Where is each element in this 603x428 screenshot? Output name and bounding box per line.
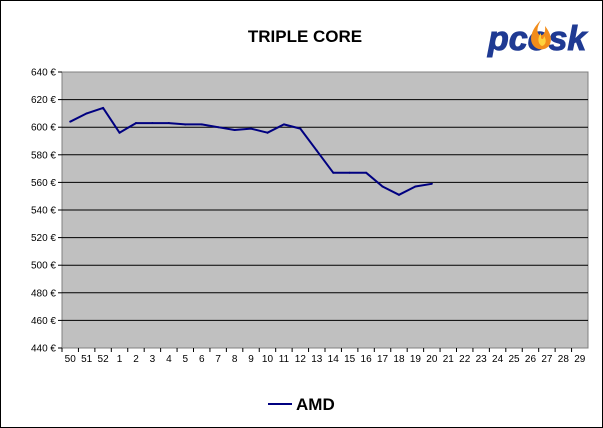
data-point — [184, 123, 187, 126]
y-tick-label: 540 € — [31, 206, 56, 217]
data-point — [151, 122, 154, 125]
chart-title: TRIPLE CORE — [248, 27, 362, 46]
x-tick-label: 4 — [166, 354, 172, 365]
x-tick-label: 3 — [150, 354, 156, 365]
data-point — [397, 193, 400, 196]
flame-icon — [531, 20, 551, 50]
x-tick-label: 18 — [393, 354, 405, 365]
data-point — [167, 122, 170, 125]
x-tick-label: 17 — [377, 354, 389, 365]
x-tick-label: 9 — [248, 354, 254, 365]
legend-label-amd: AMD — [296, 395, 335, 414]
x-tick-label: 7 — [215, 354, 221, 365]
x-axis-ticks: 50 51 52 1 2 3 4 5 6 7 8 9 10 11 12 13 14 15 16 17 18 19 20 21 2… — [61, 348, 586, 365]
y-tick-label: 580 € — [31, 150, 56, 161]
data-point — [85, 112, 88, 115]
x-tick-label: 8 — [232, 354, 238, 365]
data-point — [332, 171, 335, 174]
data-point — [233, 128, 236, 131]
y-tick-label: 600 € — [31, 123, 56, 134]
data-point — [102, 106, 105, 109]
x-tick-label: 16 — [361, 354, 373, 365]
x-tick-label: 28 — [558, 354, 570, 365]
data-point — [69, 120, 72, 123]
x-tick-label: 21 — [443, 354, 455, 365]
site-logo: pcosk — [487, 20, 589, 59]
y-axis-ticks: 640 € 620 € 600 € 580 € 560 € 540 € 520 € 500 €… — [31, 68, 62, 355]
data-point — [266, 131, 269, 134]
data-point — [250, 127, 253, 130]
x-tick-label: 12 — [295, 354, 307, 365]
data-point — [365, 171, 368, 174]
y-tick-label: 460 € — [31, 316, 56, 327]
x-tick-label: 23 — [476, 354, 488, 365]
x-tick-label: 20 — [426, 354, 438, 365]
y-tick-label: 480 € — [31, 288, 56, 299]
series-layer — [69, 106, 433, 196]
x-tick-label: 5 — [183, 354, 189, 365]
x-tick-label: 13 — [311, 354, 323, 365]
data-point — [299, 127, 302, 130]
x-tick-label: 10 — [262, 354, 274, 365]
gridlines — [62, 99, 588, 321]
data-point — [315, 149, 318, 152]
x-tick-label: 26 — [525, 354, 537, 365]
data-point — [118, 131, 121, 134]
x-tick-label: 1 — [117, 354, 123, 365]
legend: AMD — [268, 395, 335, 414]
x-tick-label: 22 — [459, 354, 471, 365]
data-point — [282, 123, 285, 126]
data-point — [430, 182, 433, 185]
data-point — [200, 123, 203, 126]
data-point — [134, 122, 137, 125]
x-tick-label: 52 — [98, 354, 110, 365]
y-tick-label: 640 € — [31, 68, 56, 79]
data-point — [348, 171, 351, 174]
data-point — [381, 185, 384, 188]
y-tick-label: 500 € — [31, 261, 56, 272]
data-point — [414, 185, 417, 188]
x-tick-label: 29 — [574, 354, 586, 365]
y-tick-label: 560 € — [31, 178, 56, 189]
y-tick-label: 440 € — [31, 344, 56, 355]
y-tick-label: 620 € — [31, 95, 56, 106]
x-tick-label: 50 — [65, 354, 77, 365]
x-tick-label: 6 — [199, 354, 205, 365]
x-tick-label: 14 — [328, 354, 340, 365]
x-tick-label: 51 — [81, 354, 93, 365]
x-tick-label: 15 — [344, 354, 356, 365]
x-tick-label: 27 — [541, 354, 553, 365]
x-tick-label: 24 — [492, 354, 504, 365]
x-tick-label: 11 — [279, 354, 290, 365]
x-tick-label: 2 — [133, 354, 139, 365]
x-tick-label: 19 — [410, 354, 422, 365]
x-tick-label: 25 — [508, 354, 520, 365]
y-tick-label: 520 € — [31, 233, 56, 244]
data-point — [217, 126, 220, 129]
